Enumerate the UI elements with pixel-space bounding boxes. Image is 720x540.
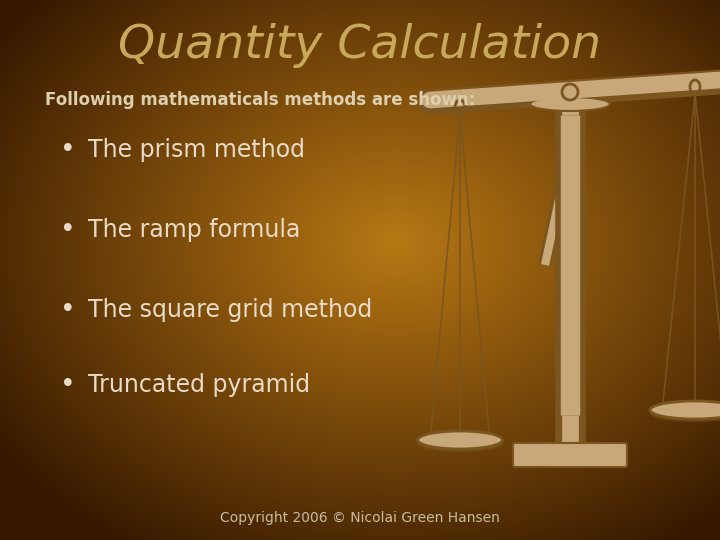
Ellipse shape [418, 436, 503, 452]
Ellipse shape [530, 97, 610, 111]
Text: The prism method: The prism method [88, 138, 305, 162]
Ellipse shape [418, 431, 503, 449]
Text: •: • [60, 217, 76, 243]
Text: The square grid method: The square grid method [88, 298, 372, 322]
Ellipse shape [650, 406, 720, 422]
Text: Copyright 2006 © Nicolai Green Hansen: Copyright 2006 © Nicolai Green Hansen [220, 511, 500, 525]
Text: •: • [60, 372, 76, 398]
Text: •: • [60, 137, 76, 163]
Text: The ramp formula: The ramp formula [88, 218, 300, 242]
Text: •: • [60, 297, 76, 323]
Ellipse shape [562, 84, 578, 100]
Ellipse shape [650, 401, 720, 419]
Text: Following mathematicals methods are shown:: Following mathematicals methods are show… [45, 91, 475, 109]
FancyBboxPatch shape [513, 443, 627, 467]
Text: Truncated pyramid: Truncated pyramid [88, 373, 310, 397]
Text: Quantity Calculation: Quantity Calculation [118, 23, 602, 68]
